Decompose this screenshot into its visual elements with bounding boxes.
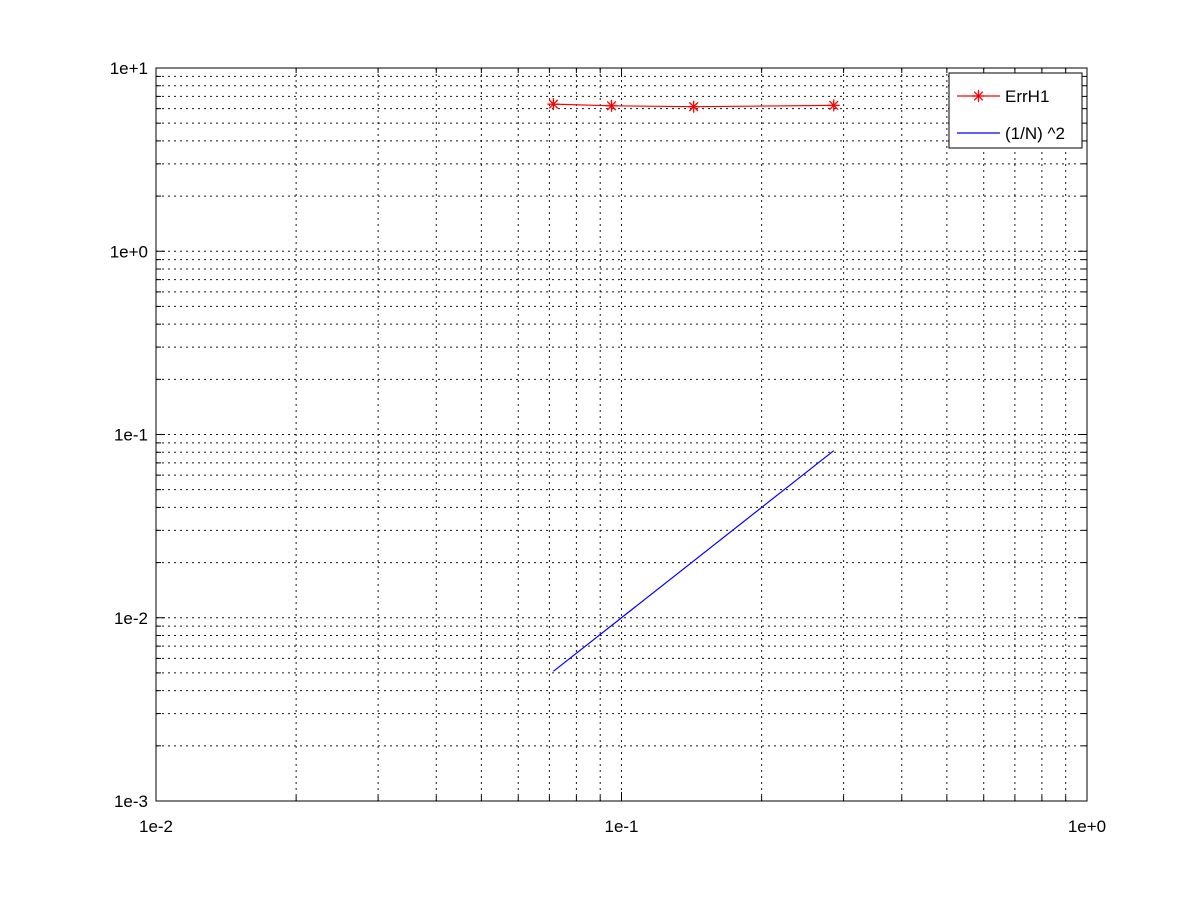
marker-stroke [548,99,559,109]
marker-stroke [688,101,699,112]
tick-labels: 1e-2 1e-1 1e+0 1e-3 1e-2 1e-1 1e+0 1e+1 [110,59,1106,836]
y-tick-label: 1e+0 [110,242,148,261]
marker-stroke [828,100,839,111]
legend: ErrH1 (1/N) ^2 [948,72,1083,149]
legend-label-0: ErrH1 [1005,87,1049,106]
y-tick-label: 1e+1 [110,59,148,78]
series-line-0 [553,103,834,108]
series-marker [972,90,985,102]
x-tick-label: 1e+0 [1068,817,1106,836]
marker-stroke [973,91,984,101]
y-tick-label: 1e-2 [114,609,148,628]
plot-series [547,98,840,672]
x-tick-label: 1e-1 [604,817,638,836]
legend-label-1: (1/N) ^2 [1005,124,1065,143]
y-tick-label: 1e-1 [114,426,148,445]
series-marker [827,99,840,112]
marker-stroke [606,101,617,111]
series-marker [547,98,560,111]
series-marker [605,99,618,112]
grid-lines [156,68,1087,801]
y-tick-label: 1e-3 [114,792,148,811]
series-line-1 [553,450,835,672]
series-marker [687,100,700,113]
axis-ticks [155,67,1088,802]
x-tick-label: 1e-2 [139,817,173,836]
legend-box [948,72,1083,149]
